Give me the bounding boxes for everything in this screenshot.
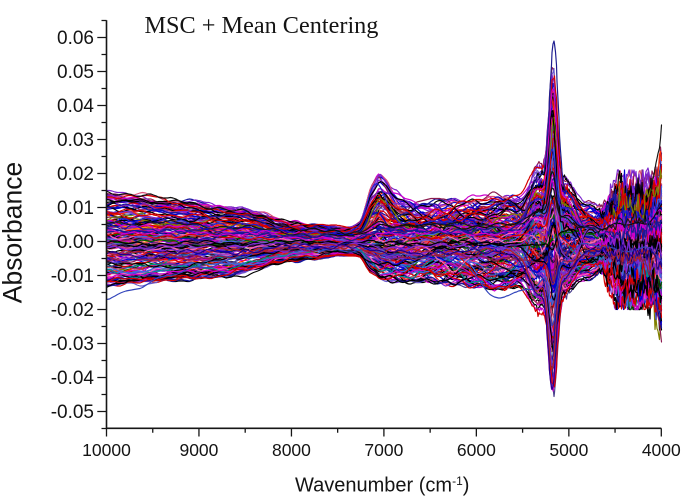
svg-text:0.05: 0.05	[57, 62, 94, 83]
svg-text:0.00: 0.00	[57, 232, 94, 253]
svg-text:0.01: 0.01	[57, 198, 94, 219]
svg-text:-0.04: -0.04	[51, 368, 95, 389]
svg-text:10000: 10000	[82, 440, 131, 460]
svg-text:Wavenumber (cm-1): Wavenumber (cm-1)	[295, 474, 469, 497]
svg-text:0.04: 0.04	[57, 96, 94, 117]
svg-text:-0.05: -0.05	[51, 402, 94, 423]
svg-text:0.06: 0.06	[57, 28, 94, 49]
svg-text:0.03: 0.03	[57, 130, 94, 151]
svg-text:4000: 4000	[642, 440, 681, 460]
svg-text:9000: 9000	[179, 440, 218, 460]
svg-text:-0.01: -0.01	[51, 266, 94, 287]
svg-text:Absorbance: Absorbance	[0, 162, 28, 303]
svg-text:-0.02: -0.02	[51, 300, 94, 321]
svg-text:5000: 5000	[549, 440, 588, 460]
svg-text:6000: 6000	[457, 440, 496, 460]
svg-text:0.02: 0.02	[57, 164, 94, 185]
svg-text:-0.03: -0.03	[51, 334, 94, 355]
svg-text:7000: 7000	[364, 440, 403, 460]
svg-text:8000: 8000	[272, 440, 311, 460]
svg-text:MSC + Mean Centering: MSC + Mean Centering	[145, 12, 379, 39]
